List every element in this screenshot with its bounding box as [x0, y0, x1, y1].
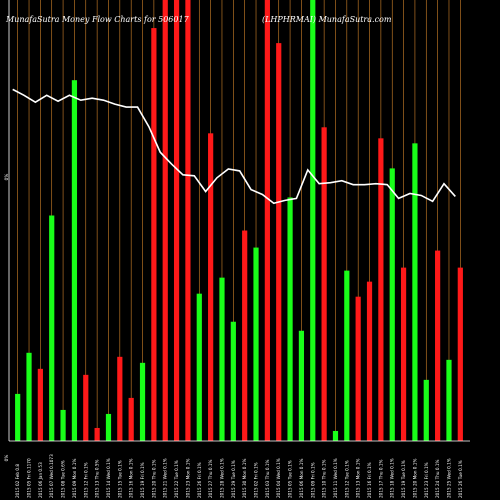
x-tick-label: 2015 29 Tue 0.1% [231, 460, 236, 498]
bar-35 [400, 267, 407, 441]
bar-13 [151, 28, 157, 442]
x-tick-label: 2015 28 Wed 0.1% [219, 458, 224, 498]
x-tick-label: 2015 17 Thu 0.1% [378, 459, 383, 498]
x-tick-label: 2015 12 Tue 0.1% [344, 460, 349, 498]
bar-11 [128, 397, 134, 441]
x-tick-label: 2015 24 Thu 0.1% [435, 459, 440, 498]
bar-15 [173, 0, 180, 441]
bar-17 [196, 293, 202, 441]
bar-10 [117, 356, 123, 441]
bar-2 [26, 352, 32, 441]
bar-40 [457, 267, 463, 441]
bar-33 [378, 138, 384, 441]
x-tick-label: 2015 20 Thu 0.1% [151, 459, 156, 498]
x-tick-label: 2015 09 Mon 0.1% [72, 459, 77, 498]
x-tick-label: 2015 16 Fri 0.1% [367, 462, 372, 498]
x-tick-label: 2015 11 Wed 0.1% [333, 458, 338, 498]
bar-21 [242, 230, 248, 441]
x-tick-label: 2015 16 Mon 0.1% [129, 459, 134, 498]
x-tick-label: 2015 15 Tue 0.1% [117, 460, 122, 498]
x-tick-label: 2015 14 Wed 0.1% [106, 458, 111, 498]
bar-3 [37, 368, 43, 441]
x-tick-label: 2015 06 Mon 0.1% [299, 459, 304, 498]
x-tick-label: 2015 02 Fri 0.1% [254, 462, 259, 498]
chart-header-middle: (LHPHRMAI) MunafaSutra.com [262, 15, 392, 24]
bar-39 [446, 359, 452, 441]
bar-19 [219, 277, 225, 441]
x-tick-label: 2015 23 Mon 0.1% [185, 459, 190, 498]
bar-29 [332, 430, 339, 441]
bar-6 [71, 80, 78, 441]
x-tick-label: 2015 08 Tue 0.6% [61, 460, 66, 498]
bar-23 [264, 0, 270, 441]
bar-1 [15, 393, 21, 441]
x-tick-label: 2015 19 Tue 0.1% [401, 460, 406, 498]
bar-series [15, 0, 463, 442]
bar-24 [276, 43, 282, 442]
x-tick-label: 2015 03 Thu 0.1% [265, 459, 270, 498]
x-tick-label: 2015 22 Tue 0.1% [174, 460, 179, 498]
bar-38 [435, 250, 441, 441]
bar-34 [389, 168, 395, 441]
bar-22 [253, 247, 259, 441]
x-tick-label: 2015 20 Mon 0.1% [412, 459, 417, 498]
bar-27 [310, 0, 316, 441]
bar-5 [60, 409, 66, 441]
chart-header-left: MunafaSutra Money Flow Charts for 506017 [5, 15, 190, 24]
line-series [12, 88, 456, 205]
bar-7 [83, 374, 89, 441]
bar-36 [412, 143, 418, 441]
x-tick-label: 2015 18 Wed 0.1% [390, 458, 395, 498]
bar-25 [287, 197, 293, 441]
x-tick-label: 2015 12 Fri 0.1% [83, 462, 88, 498]
bar-4 [49, 215, 55, 441]
x-tick-label: 2015 19 Fri 0.1% [140, 462, 145, 498]
x-tick-label: 2015 05 Tue 0.1% [288, 460, 293, 498]
bar-28 [321, 127, 327, 442]
x-tick-label: 2015 06 Jan 0.53 [38, 462, 43, 498]
bar-12 [139, 362, 146, 441]
x-tick-label: 2015 25 Wed 0.1% [446, 458, 451, 498]
x-tick-label: 2015 23 Fri 0.1% [424, 462, 429, 498]
x-tick-label: 2015 21 Wed 0.1% [163, 458, 168, 498]
bar-20 [230, 321, 236, 441]
y-axis-label-top: 0% [4, 174, 9, 181]
x-tick-label: 2015 26 Fri 0.1% [197, 462, 202, 498]
x-tick-label: 2015 09 Fri 0.1% [310, 462, 315, 498]
bar-9 [105, 413, 112, 441]
x-tick-labels: 2015 02 Feb 0.8 2015 05 Fri 0.1170 2015 06… [15, 454, 463, 498]
bar-16 [185, 0, 191, 441]
x-tick-label: 2015 13 Mon 0.1% [356, 459, 361, 498]
money-flow-line [12, 88, 456, 205]
x-tick-label: 2015 02 Feb 0.8 [15, 464, 20, 498]
x-tick-label: 2015 30 Mon 0.1% [242, 459, 247, 498]
bar-26 [298, 330, 305, 441]
x-tick-label: 2015 27 Thu 0.1% [208, 459, 213, 498]
bar-14 [162, 0, 168, 441]
x-tick-label: 2015 10 Thu 0.1% [322, 459, 327, 498]
bar-31 [355, 296, 361, 441]
x-tick-label: 2015 13 Thu 0.5% [95, 459, 100, 498]
x-tick-label: 2015 26 Tue 0.1% [458, 460, 463, 498]
y-axis-label-bottom: 0% [4, 455, 9, 462]
x-tick-label: 2015 05 Fri 0.1170 [27, 458, 32, 498]
x-tick-label: 2015 07 Wed 0.1073 [49, 454, 54, 498]
bar-32 [366, 281, 373, 441]
bar-37 [423, 379, 429, 441]
bar-30 [344, 270, 350, 441]
bar-8 [94, 427, 100, 441]
bar-18 [208, 133, 214, 441]
x-tick-label: 2015 04 Wed 0.1% [276, 458, 281, 498]
